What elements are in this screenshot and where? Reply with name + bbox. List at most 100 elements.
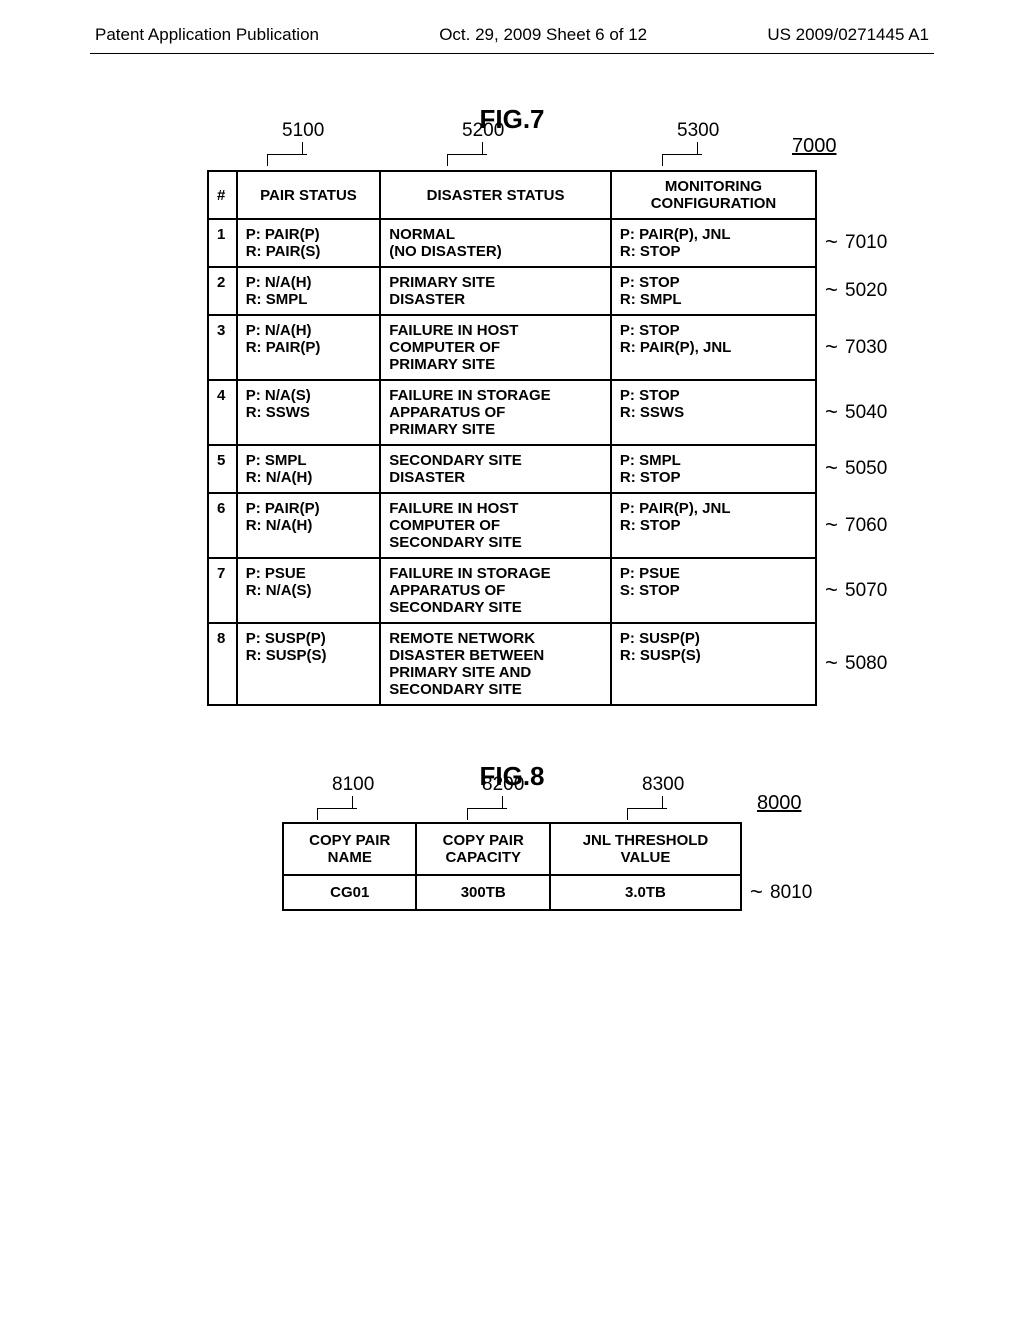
cell-mon: P: PSUE S: STOP xyxy=(611,558,816,623)
col-ref-8200: 8200 xyxy=(482,774,524,796)
cell-disaster: SECONDARY SITE DISASTER xyxy=(380,445,611,493)
cell-pair: P: PAIR(P) R: N/A(H) xyxy=(237,493,381,558)
col-ref-5200: 5200 xyxy=(462,120,504,142)
cell-mon: P: SUSP(P) R: SUSP(S) xyxy=(611,623,816,705)
cell-disaster: PRIMARY SITE DISASTER xyxy=(380,267,611,315)
ref-8000: 8000 xyxy=(757,792,802,815)
col-ref-8100: 8100 xyxy=(332,774,374,796)
cell-jnl: 3.0TB xyxy=(550,875,741,910)
cell-num: 1 xyxy=(208,219,237,267)
bracket-8100-elbow xyxy=(317,808,357,820)
bracket-5300-elbow xyxy=(662,154,702,166)
bracket-5100-elbow xyxy=(267,154,307,166)
table8-header-row: COPY PAIR NAME COPY PAIR CAPACITY JNL TH… xyxy=(283,823,741,875)
cell-disaster: FAILURE IN HOST COMPUTER OF SECONDARY SI… xyxy=(380,493,611,558)
tilde-icon: ~ xyxy=(825,334,838,360)
tilde-icon: ~ xyxy=(825,577,838,603)
cell-disaster: FAILURE IN STORAGE APPARATUS OF SECONDAR… xyxy=(380,558,611,623)
table-fig7: # PAIR STATUS DISASTER STATUS MONITORING… xyxy=(207,170,817,706)
bracket-8300-elbow xyxy=(627,808,667,820)
col-ref-8300: 8300 xyxy=(642,774,684,796)
tilde-icon: ~ xyxy=(825,399,838,425)
cell-disaster: FAILURE IN STORAGE APPARATUS OF PRIMARY … xyxy=(380,380,611,445)
cell-pair: P: N/A(H) R: SMPL xyxy=(237,267,381,315)
col-ref-5100: 5100 xyxy=(282,120,324,142)
cell-pair: P: N/A(H) R: PAIR(P) xyxy=(237,315,381,380)
fig7-container: 7000 5100 5200 5300 # PAIR STATUS DISAST… xyxy=(152,170,872,706)
row-ref-label: 5070 xyxy=(845,580,887,602)
table-row: 8P: SUSP(P) R: SUSP(S)REMOTE NETWORK DIS… xyxy=(208,623,816,705)
fig7-col-labels: 5100 5200 5300 xyxy=(207,120,817,175)
tilde-icon: ~ xyxy=(825,650,838,676)
col-ref-5300: 5300 xyxy=(677,120,719,142)
th-mon: MONITORING CONFIGURATION xyxy=(611,171,816,219)
cell-pair: P: N/A(S) R: SSWS xyxy=(237,380,381,445)
bracket-8300 xyxy=(662,796,663,808)
cell-cap: 300TB xyxy=(416,875,549,910)
row-ref-label: 7010 xyxy=(845,232,887,254)
bracket-5200 xyxy=(482,142,483,154)
cell-num: 7 xyxy=(208,558,237,623)
row-ref-label: 7060 xyxy=(845,515,887,537)
cell-pair: P: SMPL R: N/A(H) xyxy=(237,445,381,493)
page-header: Patent Application Publication Oct. 29, … xyxy=(0,0,1024,50)
table-row: 5P: SMPL R: N/A(H)SECONDARY SITE DISASTE… xyxy=(208,445,816,493)
cell-num: 3 xyxy=(208,315,237,380)
tilde-icon: ~ xyxy=(825,455,838,481)
cell-mon: P: STOP R: PAIR(P), JNL xyxy=(611,315,816,380)
cell-disaster: FAILURE IN HOST COMPUTER OF PRIMARY SITE xyxy=(380,315,611,380)
tilde-icon: ~ xyxy=(825,512,838,538)
header-right: US 2009/0271445 A1 xyxy=(767,25,929,45)
th8-jnl: JNL THRESHOLD VALUE xyxy=(550,823,741,875)
cell-mon: P: PAIR(P), JNL R: STOP xyxy=(611,493,816,558)
cell-mon: P: PAIR(P), JNL R: STOP xyxy=(611,219,816,267)
cell-num: 8 xyxy=(208,623,237,705)
tilde-icon: ~ xyxy=(825,277,838,303)
tilde-icon: ~ xyxy=(825,229,838,255)
table-row: 2P: N/A(H) R: SMPLPRIMARY SITE DISASTERP… xyxy=(208,267,816,315)
cell-pair: P: PSUE R: N/A(S) xyxy=(237,558,381,623)
tilde-icon: ~ xyxy=(750,879,763,905)
cell-disaster: REMOTE NETWORK DISASTER BETWEEN PRIMARY … xyxy=(380,623,611,705)
th8-name: COPY PAIR NAME xyxy=(283,823,416,875)
cell-mon: P: STOP R: SMPL xyxy=(611,267,816,315)
cell-name: CG01 xyxy=(283,875,416,910)
bracket-5300 xyxy=(697,142,698,154)
cell-num: 4 xyxy=(208,380,237,445)
cell-num: 6 xyxy=(208,493,237,558)
bracket-5100 xyxy=(302,142,303,154)
row-ref-label: 5050 xyxy=(845,458,887,480)
table7-header-row: # PAIR STATUS DISASTER STATUS MONITORING… xyxy=(208,171,816,219)
bracket-8200 xyxy=(502,796,503,808)
table-row: 1P: PAIR(P) R: PAIR(S)NORMAL (NO DISASTE… xyxy=(208,219,816,267)
cell-disaster: NORMAL (NO DISASTER) xyxy=(380,219,611,267)
table-row: 3P: N/A(H) R: PAIR(P)FAILURE IN HOST COM… xyxy=(208,315,816,380)
cell-pair: P: PAIR(P) R: PAIR(S) xyxy=(237,219,381,267)
fig8-container: 8000 8100 8200 8300 COPY PAIR NAME COPY … xyxy=(202,822,822,911)
fig8-col-labels: 8100 8200 8300 xyxy=(282,774,742,829)
table-fig8: COPY PAIR NAME COPY PAIR CAPACITY JNL TH… xyxy=(282,822,742,911)
th-pair: PAIR STATUS xyxy=(237,171,381,219)
row-ref-label: 5040 xyxy=(845,402,887,424)
bracket-8100 xyxy=(352,796,353,808)
header-center: Oct. 29, 2009 Sheet 6 of 12 xyxy=(439,25,647,45)
th-num: # xyxy=(208,171,237,219)
cell-pair: P: SUSP(P) R: SUSP(S) xyxy=(237,623,381,705)
header-left: Patent Application Publication xyxy=(95,25,319,45)
row-ref-label: 7030 xyxy=(845,337,887,359)
row-ref-label: 8010 xyxy=(770,882,812,904)
cell-num: 2 xyxy=(208,267,237,315)
th8-cap: COPY PAIR CAPACITY xyxy=(416,823,549,875)
bracket-5200-elbow xyxy=(447,154,487,166)
table-row: CG01300TB3.0TB xyxy=(283,875,741,910)
cell-mon: P: SMPL R: STOP xyxy=(611,445,816,493)
row-ref-label: 5080 xyxy=(845,653,887,675)
table-row: 6P: PAIR(P) R: N/A(H)FAILURE IN HOST COM… xyxy=(208,493,816,558)
header-divider xyxy=(90,53,934,54)
table-row: 4P: N/A(S) R: SSWSFAILURE IN STORAGE APP… xyxy=(208,380,816,445)
cell-mon: P: STOP R: SSWS xyxy=(611,380,816,445)
cell-num: 5 xyxy=(208,445,237,493)
th-disaster: DISASTER STATUS xyxy=(380,171,611,219)
bracket-8200-elbow xyxy=(467,808,507,820)
row-ref-label: 5020 xyxy=(845,280,887,302)
